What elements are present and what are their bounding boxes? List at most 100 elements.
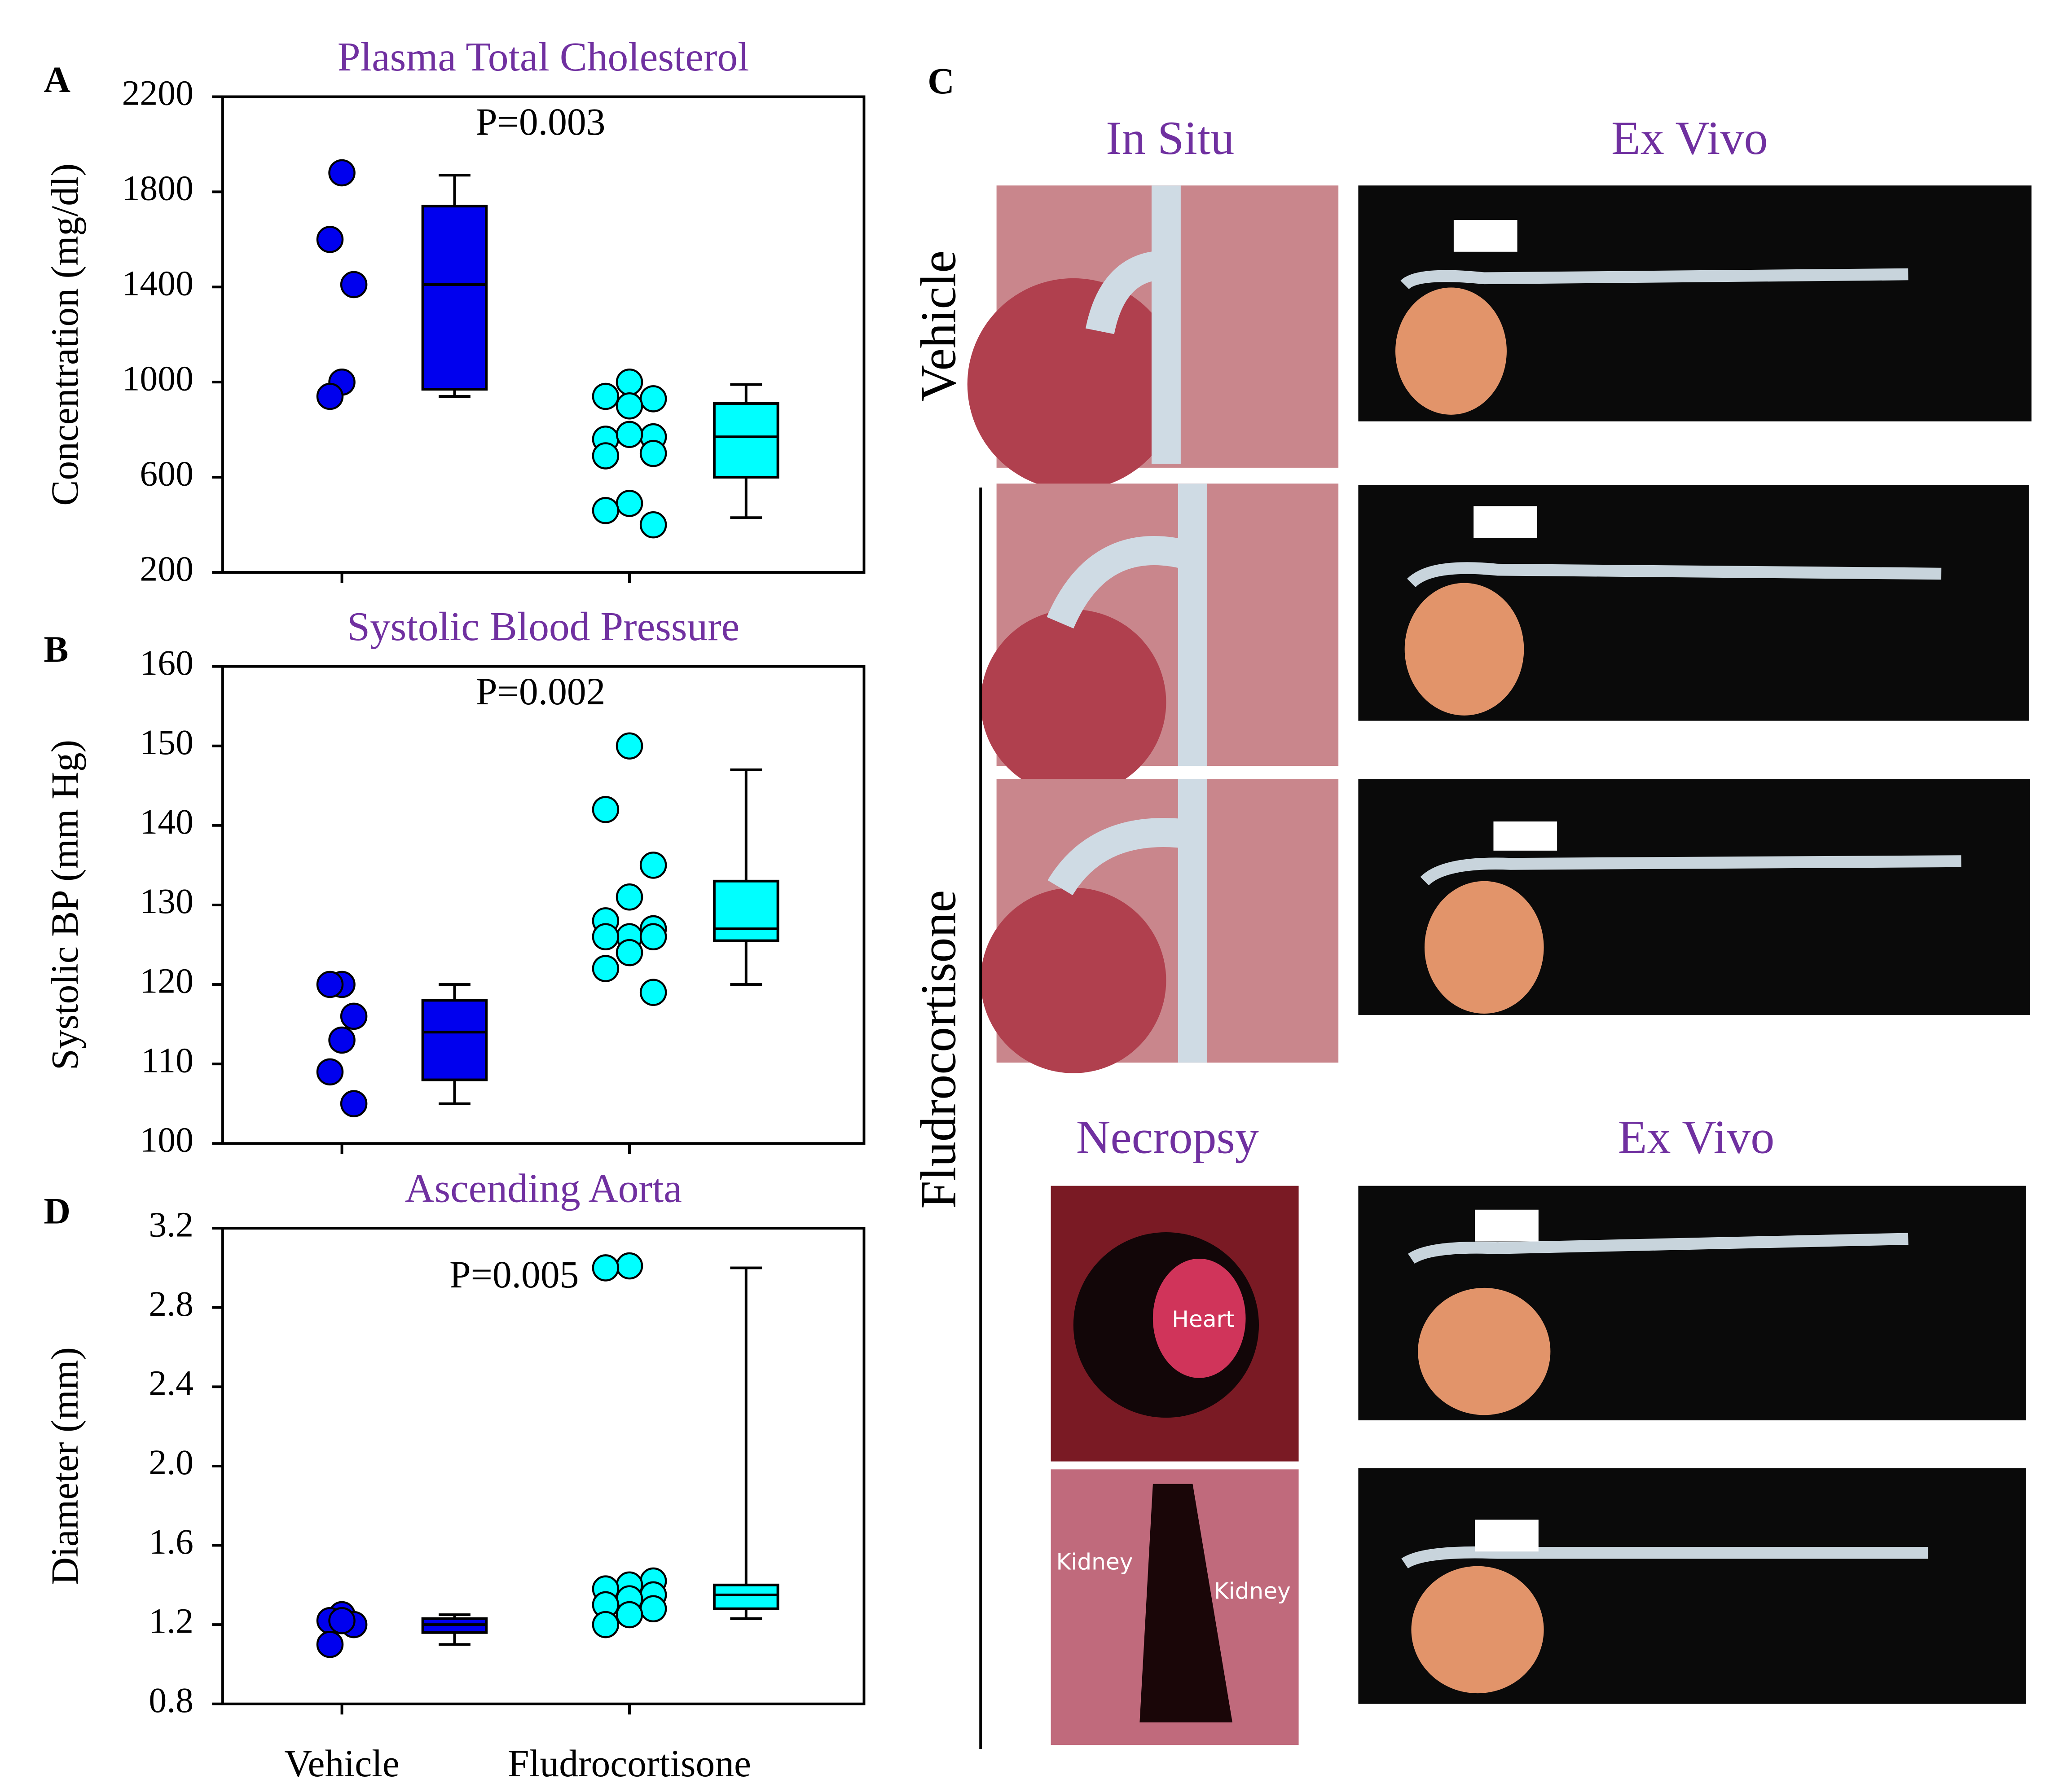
- data-point: [639, 1595, 667, 1623]
- aorta-path: [1407, 562, 1942, 588]
- photos: [967, 185, 2032, 1749]
- aorta-path: [1086, 185, 1181, 464]
- annotation: P=0.003: [476, 101, 605, 143]
- data-point: [639, 439, 667, 467]
- panel-letter: C: [928, 60, 954, 101]
- scale-bar: [1453, 220, 1517, 252]
- y-tick-label: 2.4: [149, 1364, 194, 1403]
- y-tick-label: 150: [140, 723, 194, 762]
- box: [713, 1583, 779, 1610]
- scale-bar: [1475, 1209, 1539, 1242]
- data-point: [616, 939, 643, 966]
- heart: [1395, 287, 1507, 415]
- y-tick-label: 1800: [122, 169, 194, 208]
- y-tick-label: 120: [140, 961, 194, 1001]
- organ-label: Kidney: [1056, 1548, 1133, 1575]
- data-point: [616, 1252, 643, 1280]
- photo-heart: [981, 887, 1166, 1073]
- panel-letter: D: [44, 1190, 70, 1232]
- photo-heart: [981, 609, 1166, 795]
- data-point: [316, 971, 344, 998]
- aorta-path: [1400, 268, 1909, 290]
- panel-letter: A: [44, 59, 70, 100]
- photo-heart: [1152, 1258, 1246, 1378]
- aorta-path: [1408, 1233, 1909, 1264]
- data-point: [639, 979, 667, 1006]
- data-point: [639, 511, 667, 539]
- data-point: [639, 923, 667, 951]
- y-tick-label: 160: [140, 643, 194, 683]
- box: [713, 402, 779, 479]
- aorta-path: [1047, 779, 1207, 1063]
- plot-frame: [221, 95, 866, 574]
- aorta-path: [1047, 483, 1207, 766]
- y-tick-label: 1.2: [149, 1601, 194, 1641]
- data-point: [340, 271, 368, 299]
- ex-vivo-aortas: [1400, 268, 1962, 1569]
- data-point: [592, 1611, 620, 1638]
- chart-title: Plasma Total Cholesterol: [338, 34, 749, 79]
- y-axis-label: Concentration (mg/dl): [44, 163, 86, 506]
- photo-dark: [1139, 1484, 1232, 1723]
- heart: [1411, 1566, 1544, 1694]
- aorta-path: [1420, 855, 1962, 886]
- y-tick-label: 140: [140, 802, 194, 842]
- plot-frame: [221, 1227, 866, 1705]
- heart: [1418, 1287, 1551, 1415]
- data-point: [616, 883, 643, 911]
- box: [421, 205, 488, 391]
- y-tick-label: 0.8: [149, 1681, 194, 1720]
- row-label: Vehicle: [910, 250, 966, 401]
- data-point: [328, 159, 356, 187]
- data-point: [340, 1002, 368, 1030]
- chart-title: Ascending Aorta: [405, 1165, 682, 1211]
- y-axis-label: Diameter (mm): [44, 1347, 86, 1585]
- data-point: [592, 923, 620, 951]
- annotation: P=0.002: [476, 670, 605, 713]
- aorta: [1047, 185, 1207, 1063]
- y-tick-label: 1400: [122, 264, 194, 303]
- x-tick-label: Fludrocortisone: [508, 1742, 751, 1785]
- panel-title: Ex Vivo: [1611, 111, 1768, 164]
- data-point: [316, 1058, 344, 1086]
- y-tick-label: 2.0: [149, 1443, 194, 1482]
- y-tick-label: 3.2: [149, 1205, 194, 1244]
- data-point: [616, 368, 643, 396]
- y-tick-label: 100: [140, 1120, 194, 1160]
- row-label: Fludrocortisone: [910, 890, 966, 1209]
- annotation: P=0.005: [449, 1253, 579, 1296]
- data-point: [316, 382, 344, 410]
- box: [421, 999, 488, 1081]
- y-tick-label: 200: [140, 549, 194, 589]
- chart-title: Systolic Blood Pressure: [347, 603, 739, 649]
- panel-title: In Situ: [1106, 111, 1234, 164]
- data-point: [639, 385, 667, 413]
- box: [713, 879, 779, 942]
- data-point: [316, 1631, 344, 1658]
- data-point: [328, 1607, 356, 1634]
- photo-heart: [967, 278, 1179, 491]
- organ-label: Kidney: [1214, 1577, 1291, 1604]
- data-point: [616, 392, 643, 420]
- y-tick-label: 1000: [122, 359, 194, 399]
- panel-letter: B: [44, 628, 68, 670]
- heart: [1424, 881, 1544, 1014]
- data-point: [592, 1254, 620, 1282]
- y-tick-label: 130: [140, 882, 194, 921]
- y-tick-label: 1.6: [149, 1522, 194, 1562]
- y-axis-label: Systolic BP (mm Hg): [44, 740, 86, 1070]
- aorta-path: [1401, 1546, 1928, 1569]
- hearts: [1395, 287, 1551, 1694]
- data-point: [592, 497, 620, 524]
- data-point: [616, 421, 643, 448]
- heart: [1404, 583, 1524, 716]
- y-tick-label: 600: [140, 454, 194, 493]
- data-point: [340, 1090, 368, 1117]
- data-point: [328, 1026, 356, 1054]
- data-point: [616, 1601, 643, 1629]
- scale-bar: [1475, 1520, 1539, 1552]
- data-point: [639, 852, 667, 879]
- data-point: [592, 955, 620, 982]
